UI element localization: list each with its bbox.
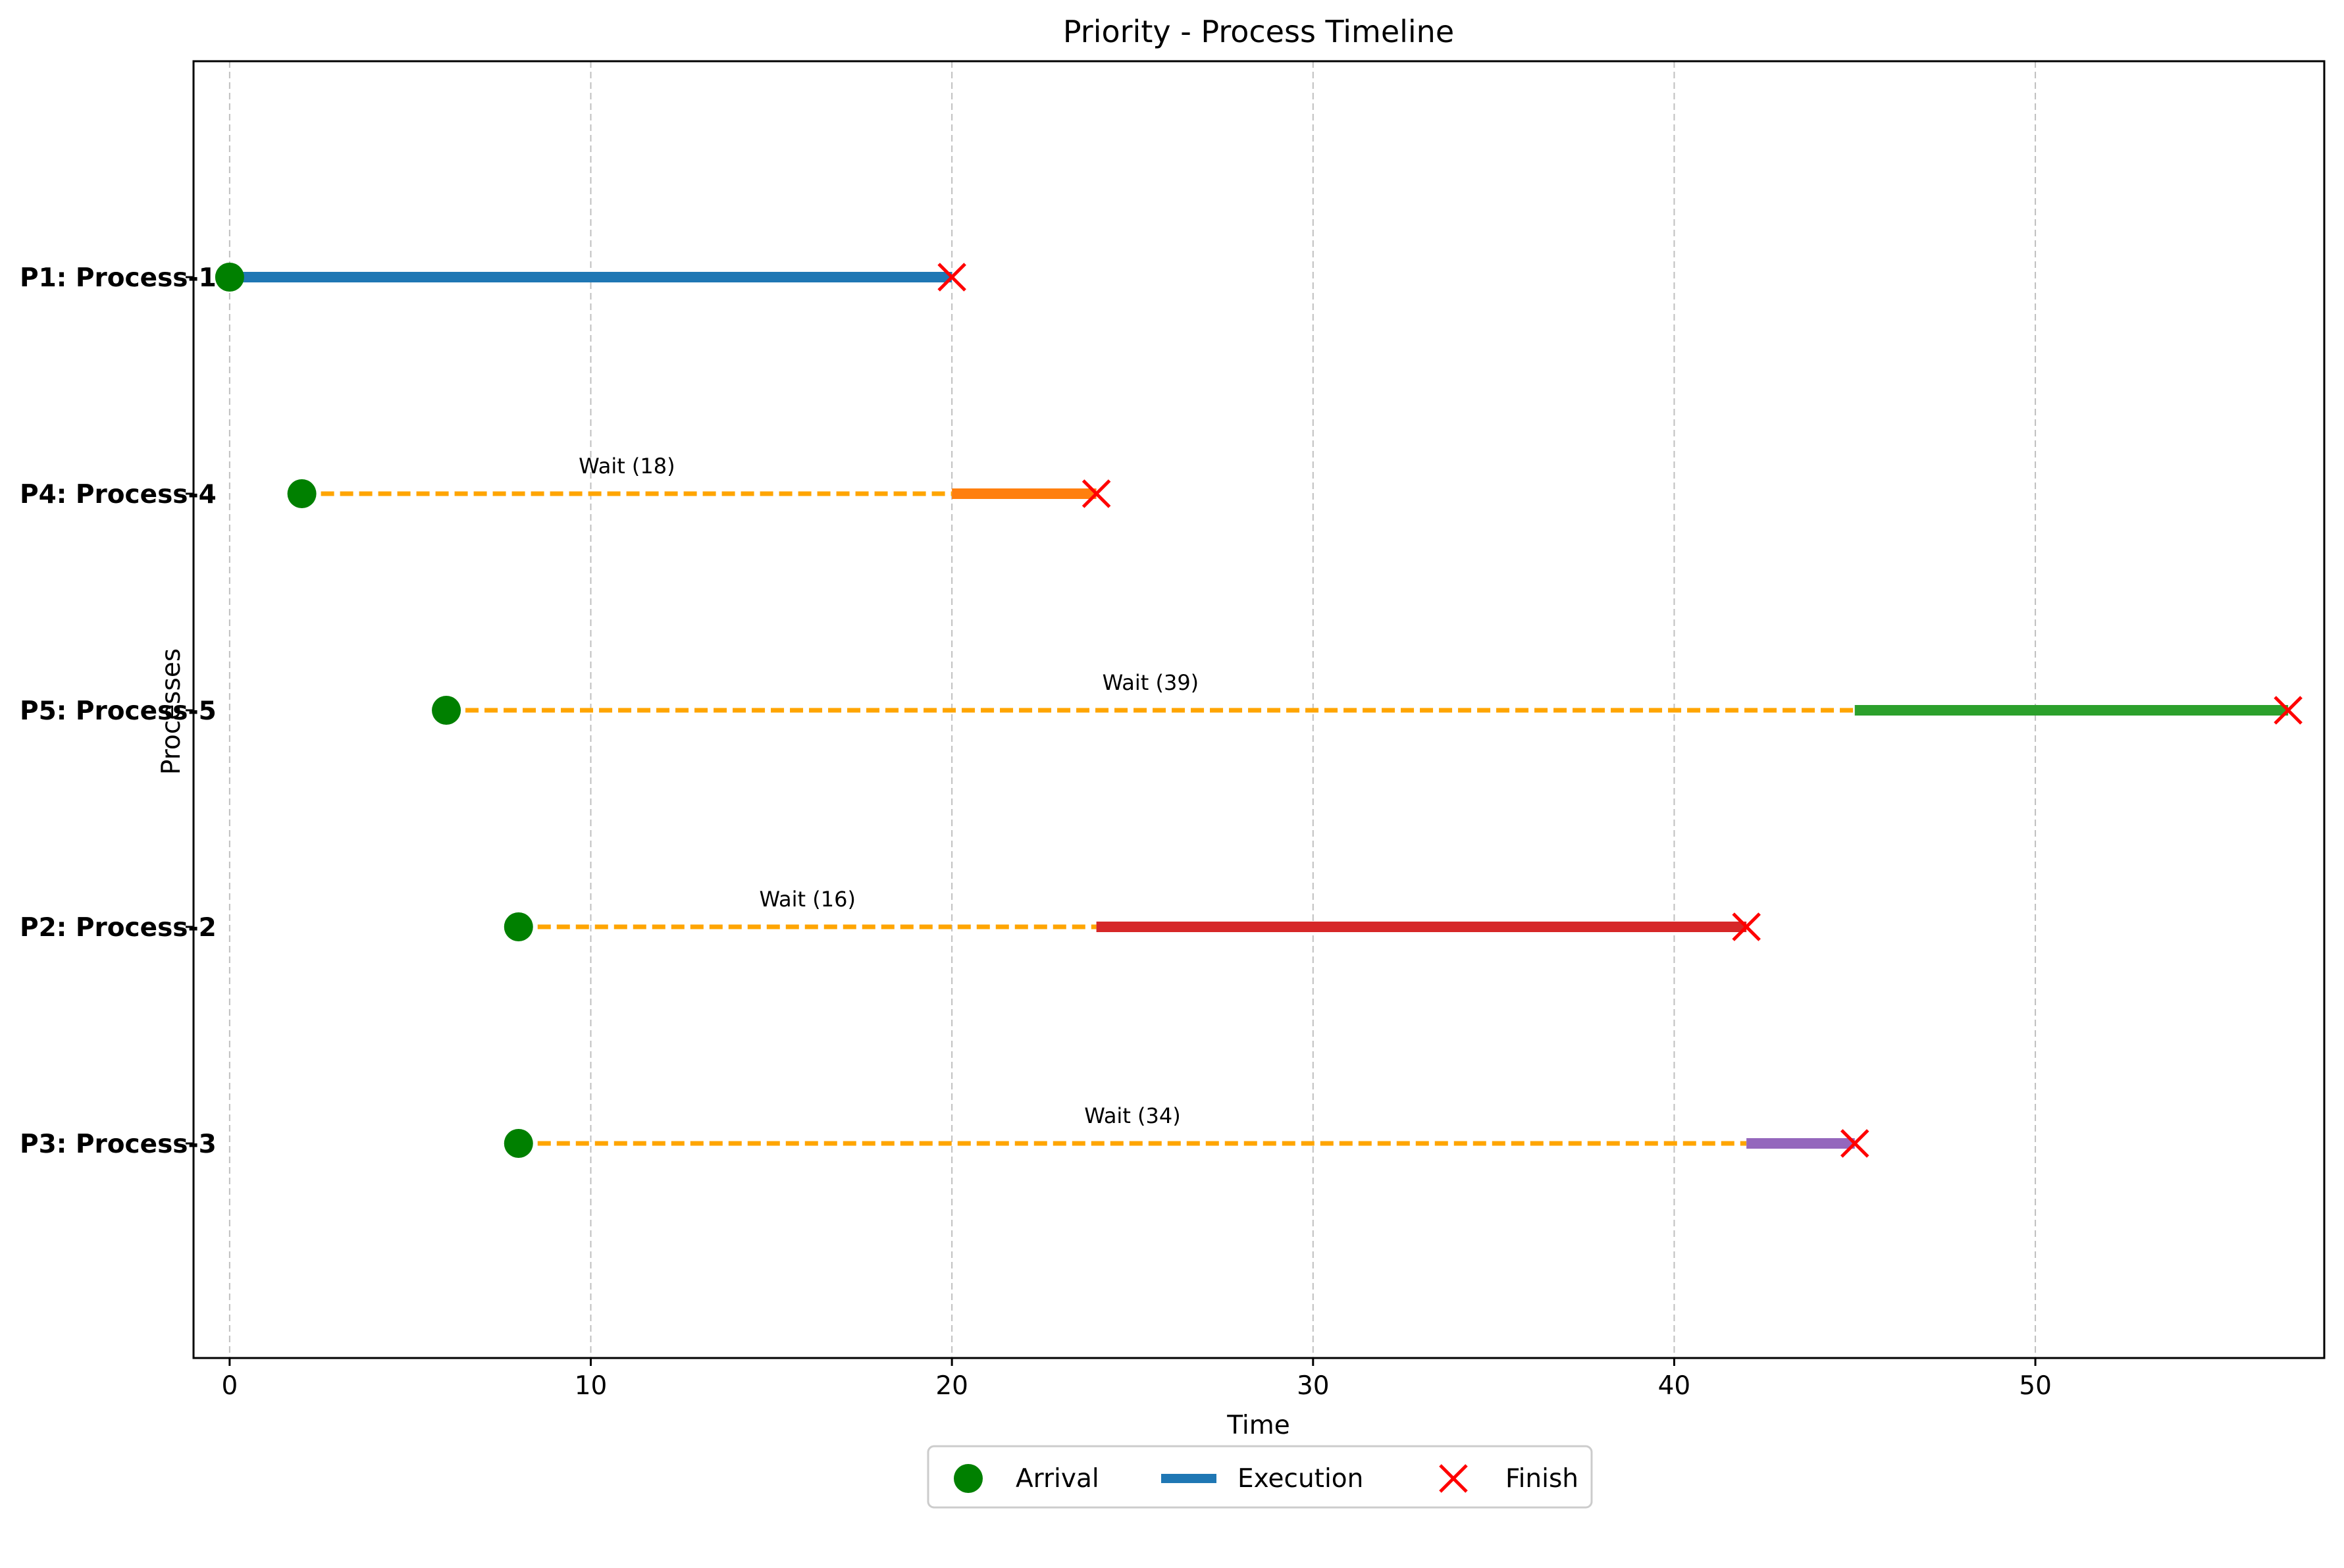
wait-label-p4: Wait (18) bbox=[579, 454, 675, 479]
finish-marker-stroke bbox=[1840, 1129, 1869, 1158]
y-category-label-p1: P1: Process-1 bbox=[20, 263, 217, 293]
legend-finish-label: Finish bbox=[1505, 1464, 1578, 1494]
arrival-marker-p4 bbox=[287, 479, 317, 508]
x-axis-ticks: 0 10 20 30 40 50 bbox=[221, 1358, 2052, 1401]
x-tick-label-50: 50 bbox=[2019, 1371, 2052, 1401]
y-category-label-p3: P3: Process-3 bbox=[20, 1130, 217, 1159]
arrival-marker-p3 bbox=[504, 1129, 533, 1158]
y-axis-label: Processes bbox=[157, 648, 186, 775]
wait-label-p5: Wait (39) bbox=[1103, 670, 1199, 695]
chart-title: Priority - Process Timeline bbox=[1063, 14, 1454, 49]
finish-marker-p5 bbox=[2274, 696, 2303, 725]
legend-arrival-label: Arrival bbox=[1016, 1464, 1099, 1494]
wait-label-p3: Wait (34) bbox=[1084, 1103, 1181, 1128]
legend-frame bbox=[927, 1445, 1593, 1509]
arrival-marker-p2 bbox=[504, 912, 533, 941]
y-axis-categories: P1: Process-1P4: Process-4P5: Process-5P… bbox=[20, 263, 217, 1159]
legend-execution-label: Execution bbox=[1237, 1464, 1363, 1494]
y-category-label-p4: P4: Process-4 bbox=[20, 480, 217, 510]
x-tick-label-10: 10 bbox=[575, 1371, 608, 1401]
x-tick-label-0: 0 bbox=[221, 1371, 238, 1401]
finish-marker-p1 bbox=[937, 263, 966, 292]
finish-marker-p3 bbox=[1840, 1129, 1869, 1158]
x-axis-label: Time bbox=[1226, 1411, 1289, 1440]
finish-marker-stroke bbox=[1081, 479, 1111, 508]
arrival-marker-p1 bbox=[215, 263, 244, 292]
plot-data: Wait (18) Wait (39) Wait (16) Wait (34) bbox=[215, 263, 2303, 1158]
x-tick-label-40: 40 bbox=[1658, 1371, 1691, 1401]
wait-label-p2: Wait (16) bbox=[759, 887, 856, 912]
arrival-marker-p5 bbox=[432, 696, 461, 725]
y-category-label-p2: P2: Process-2 bbox=[20, 913, 217, 943]
y-category-label-p5: P5: Process-5 bbox=[20, 696, 217, 726]
legend: Arrival Execution Finish bbox=[927, 1445, 1593, 1509]
finish-marker-stroke bbox=[937, 263, 966, 292]
finish-marker-p2 bbox=[1732, 912, 1761, 941]
legend-finish-marker bbox=[1439, 1464, 1468, 1493]
x-tick-label-30: 30 bbox=[1297, 1371, 1330, 1401]
finish-marker-stroke bbox=[1732, 912, 1761, 941]
finish-marker-stroke bbox=[2274, 696, 2303, 725]
x-tick-label-20: 20 bbox=[935, 1371, 968, 1401]
finish-marker-p4 bbox=[1081, 479, 1111, 508]
legend-arrival-marker bbox=[954, 1464, 983, 1493]
